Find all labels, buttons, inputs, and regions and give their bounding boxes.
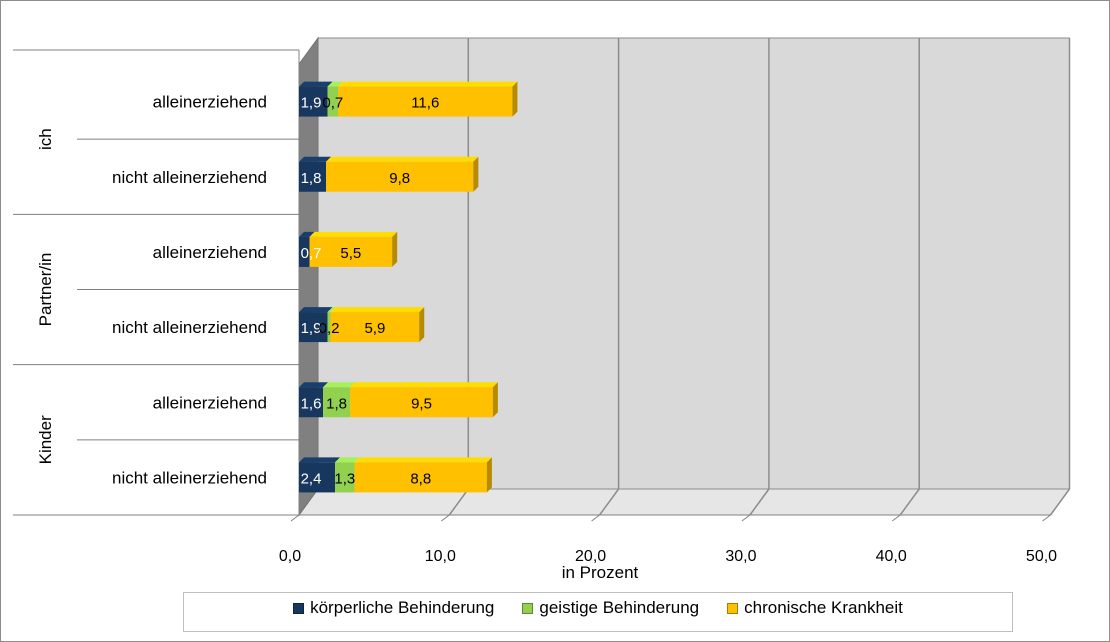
bar-end (486, 457, 492, 493)
x-tick-label: 50,0 (1026, 548, 1057, 565)
data-label: 11,6 (411, 95, 439, 112)
data-label: 5,9 (364, 320, 385, 337)
bar-segment (327, 312, 331, 343)
data-label: 5,5 (340, 245, 361, 262)
bar-segment (299, 387, 324, 418)
data-label: 0,2 (319, 320, 340, 337)
bar-segment (299, 236, 310, 267)
bar-segment (350, 387, 493, 418)
bar-top (299, 457, 341, 463)
legend-label: körperliche Behinderung (310, 598, 495, 617)
bar-segment (327, 86, 339, 117)
bar-segment (323, 387, 351, 418)
group-label: ich (36, 128, 55, 150)
legend-label: chronische Krankheit (744, 598, 903, 617)
bar-end (512, 81, 518, 117)
bar-segment (354, 462, 487, 493)
x-tick (290, 514, 300, 522)
bar-end (392, 231, 398, 267)
gridline (899, 488, 920, 516)
category-label: nicht alleinerziehend (112, 168, 267, 187)
legend-swatch (293, 602, 305, 614)
data-label: 1,8 (326, 395, 347, 412)
x-tick-label: 0,0 (279, 548, 301, 565)
x-tick (440, 514, 450, 522)
data-label: 1,9 (301, 95, 322, 112)
bar-segment (299, 312, 328, 343)
data-label: 9,8 (389, 170, 410, 187)
bar-top (299, 307, 333, 313)
data-label: 1,6 (301, 395, 322, 412)
bar-top (335, 457, 360, 463)
bar-top (323, 382, 356, 388)
bar-segment (299, 86, 328, 117)
legend-item: körperliche Behinderung (293, 598, 494, 618)
bar-segment (330, 312, 420, 343)
x-tick-label: 10,0 (425, 548, 456, 565)
gridline (598, 488, 620, 516)
bar-top (338, 81, 518, 87)
group-label: Partner/in (36, 253, 55, 327)
bar-segment (326, 161, 474, 192)
bar-segment (299, 462, 336, 493)
data-label: 1,9 (301, 320, 322, 337)
x-tick (591, 514, 600, 522)
bar-top (309, 231, 398, 237)
x-tick (741, 514, 751, 522)
bar-segment (338, 86, 513, 117)
chart-plot: 0,0 10,0 20,0 30,0 40,0 50,0 nicht alleinerzie… (13, 36, 1071, 565)
gridline (1049, 488, 1071, 516)
legend-item: geistige Behinderung (522, 598, 699, 618)
bar-end (492, 382, 498, 418)
bar-segment (335, 462, 355, 493)
bar-top (299, 382, 329, 388)
bar-top (327, 81, 344, 87)
bar-top (327, 307, 336, 313)
bar-end (419, 307, 425, 343)
category-label: alleinerziehend (153, 93, 267, 112)
x-tick-label: 30,0 (725, 548, 756, 565)
legend-label: geistige Behinderung (539, 598, 700, 617)
floor (298, 488, 1071, 516)
bar-segment (309, 236, 393, 267)
bar-top (299, 231, 315, 237)
data-label: 1,8 (301, 170, 322, 187)
legend: körperliche Behinderung geistige Behinder… (183, 592, 1013, 632)
group-label: Kinder (36, 415, 55, 464)
legend-swatch (522, 602, 534, 614)
x-tick-label: 40,0 (876, 548, 907, 565)
bar-top (350, 382, 498, 388)
legend-item: chronische Krankheit (727, 598, 903, 618)
x-tick (891, 514, 901, 522)
gridline (749, 488, 770, 516)
data-label: 1,3 (334, 470, 355, 487)
bar-top (326, 156, 479, 162)
data-label: 0,7 (322, 95, 343, 112)
bar-top (299, 156, 332, 162)
bar-top (299, 81, 333, 87)
legend-swatch (727, 602, 739, 614)
data-label: 9,5 (411, 395, 432, 412)
bar-end (473, 156, 479, 192)
bar-top (330, 307, 425, 313)
x-tick (1042, 514, 1051, 522)
data-label: 2,4 (301, 470, 322, 487)
category-label: alleinerziehend (153, 243, 267, 262)
data-label: 0,7 (301, 245, 322, 262)
bar-segment (299, 161, 327, 192)
x-tick-label: 20,0 (575, 548, 606, 565)
bar-top (354, 457, 492, 463)
category-label: alleinerziehend (153, 393, 267, 412)
category-label: nicht alleinerziehend (112, 318, 267, 337)
gridline (448, 488, 469, 516)
data-label: 8,8 (410, 470, 431, 487)
category-label: nicht alleinerziehend (112, 468, 267, 487)
x-axis-title: in Prozent (561, 563, 639, 582)
